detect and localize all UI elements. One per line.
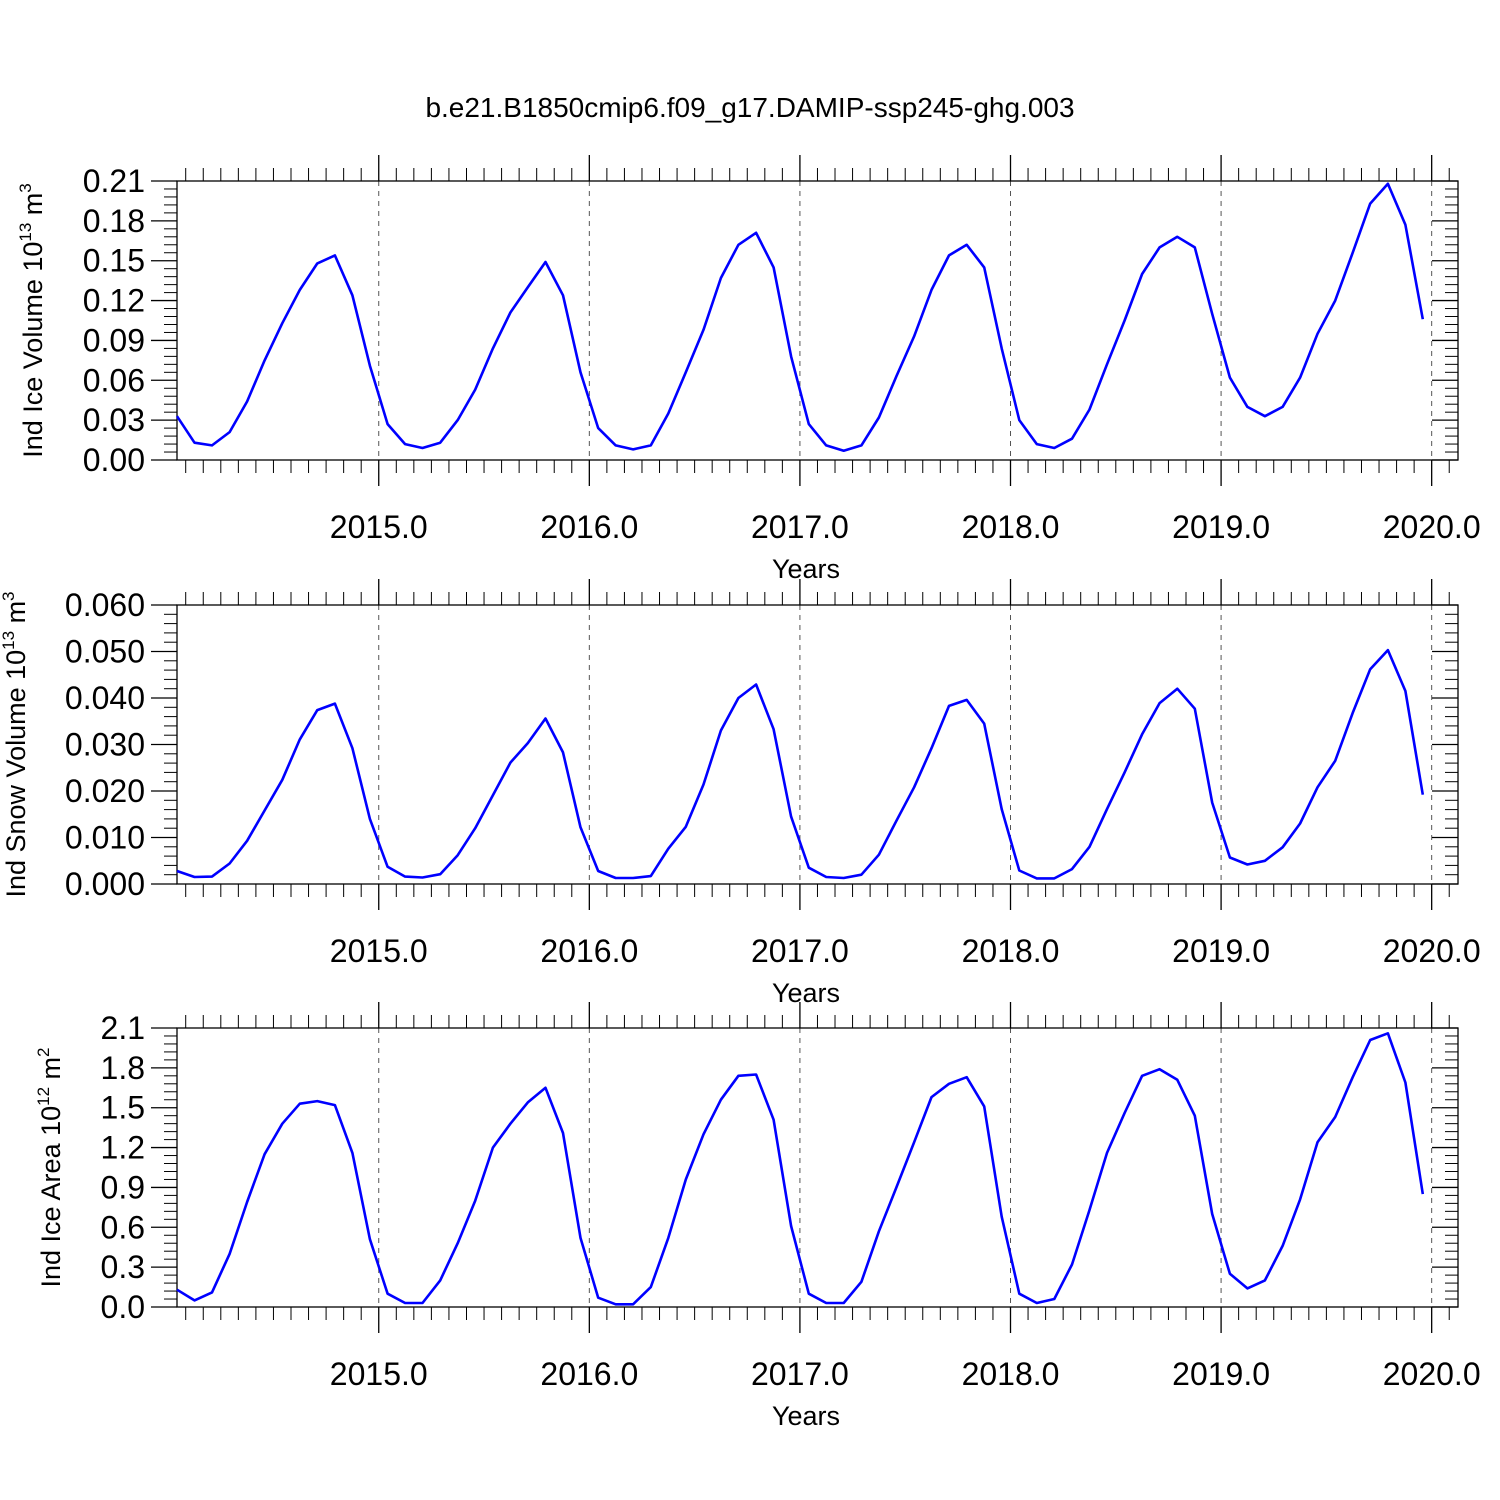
x-tick-label: 2016.0 — [540, 933, 638, 969]
y-tick-label: 0.050 — [65, 634, 145, 670]
y-tick-label: 0.040 — [65, 680, 145, 716]
panel-snow-volume: 0.000 0.010 0.020 0.030 0.040 0.050 0.060 2015.… — [0, 579, 1481, 1008]
y-axis-label-part: 3 — [0, 591, 18, 600]
figure-title: b.e21.B1850cmip6.f09_g17.DAMIP-ssp245-gh… — [425, 92, 1074, 123]
x-tick-label: 2019.0 — [1172, 1356, 1270, 1392]
y-tick-label: 0.15 — [83, 243, 145, 279]
y-tick-label: 0.3 — [101, 1249, 145, 1285]
y-tick-label: 0.030 — [65, 727, 145, 763]
x-tick-label: 2018.0 — [962, 1356, 1060, 1392]
x-tick-label: 2017.0 — [751, 1356, 849, 1392]
series-line — [176, 1032, 1425, 1306]
x-tick-label: 2016.0 — [540, 1356, 638, 1392]
x-tick-label: 2018.0 — [962, 933, 1060, 969]
plot-frame — [176, 180, 1459, 461]
x-tick-label: 2020.0 — [1383, 1356, 1481, 1392]
y-axis-label: Ind Ice Volume 1013 m3 — [16, 183, 48, 458]
y-axis-label-part: Ind Ice Area 10 — [36, 1106, 66, 1288]
plot-frame — [176, 1027, 1459, 1308]
y-axis-label-part: 13 — [16, 223, 35, 242]
y-tick-label: 0.060 — [65, 587, 145, 623]
series-line — [175, 182, 1425, 453]
y-axis-label-part: 2 — [34, 1047, 53, 1056]
y-tick-label: 0.0 — [101, 1289, 145, 1325]
y-axis-label-part: 3 — [16, 183, 35, 192]
x-tick-label: 2017.0 — [751, 509, 849, 545]
y-tick-label: 1.5 — [101, 1090, 145, 1126]
y-axis-label-part: m — [18, 193, 48, 223]
x-tick-label: 2016.0 — [540, 509, 638, 545]
y-axis-label: Ind Ice Area 1012 m2 — [34, 1047, 66, 1287]
y-tick-label: 0.000 — [65, 866, 145, 902]
y-tick-label: 0.020 — [65, 773, 145, 809]
y-tick-label: 0.21 — [83, 163, 145, 199]
x-tick-label: 2018.0 — [962, 509, 1060, 545]
x-tick-label: 2015.0 — [330, 509, 428, 545]
y-tick-label: 0.12 — [83, 283, 145, 319]
x-axis-label: Years — [772, 978, 840, 1008]
series-line — [176, 648, 1425, 880]
y-tick-label: 0.09 — [83, 322, 145, 358]
y-axis-label-part: m — [1, 601, 31, 631]
panel-ice-area: 0.0 0.3 0.6 0.91.2 1.5 1.8 2.1 2015.0 2016.0 2017… — [34, 1002, 1481, 1431]
y-tick-label: 0.18 — [83, 203, 145, 239]
x-tick-label: 2015.0 — [330, 1356, 428, 1392]
y-axis-label-part: Ind Ice Volume 10 — [18, 242, 48, 458]
x-tick-label: 2019.0 — [1172, 509, 1270, 545]
panel-ice-volume: 0.00 0.03 0.06 0.090.12 0.15 0.18 0.21 2015.0 20… — [16, 155, 1481, 584]
y-tick-label: 0.6 — [101, 1209, 145, 1245]
y-axis-label-part: 12 — [34, 1087, 53, 1106]
x-tick-label: 2015.0 — [330, 933, 428, 969]
x-tick-label: 2020.0 — [1383, 509, 1481, 545]
plot-frame — [176, 604, 1459, 885]
y-axis-label-part: m — [36, 1057, 66, 1087]
x-axis-label: Years — [772, 554, 840, 584]
y-tick-label: 0.03 — [83, 402, 145, 438]
y-tick-label: 1.2 — [101, 1130, 145, 1166]
y-tick-label: 0.06 — [83, 362, 145, 398]
y-axis-label-part: 13 — [0, 631, 18, 650]
y-tick-label: 1.8 — [101, 1050, 145, 1086]
x-axis-label: Years — [772, 1401, 840, 1431]
x-tick-label: 2020.0 — [1383, 933, 1481, 969]
x-tick-label: 2019.0 — [1172, 933, 1270, 969]
y-tick-label: 0.9 — [101, 1169, 145, 1205]
y-tick-label: 0.00 — [83, 442, 145, 478]
y-tick-label: 2.1 — [101, 1010, 145, 1046]
y-axis-label: Ind Snow Volume 1013 m3 — [0, 591, 31, 897]
x-tick-label: 2017.0 — [751, 933, 849, 969]
y-axis-label-part: Ind Snow Volume 10 — [1, 650, 31, 898]
y-tick-label: 0.010 — [65, 820, 145, 856]
